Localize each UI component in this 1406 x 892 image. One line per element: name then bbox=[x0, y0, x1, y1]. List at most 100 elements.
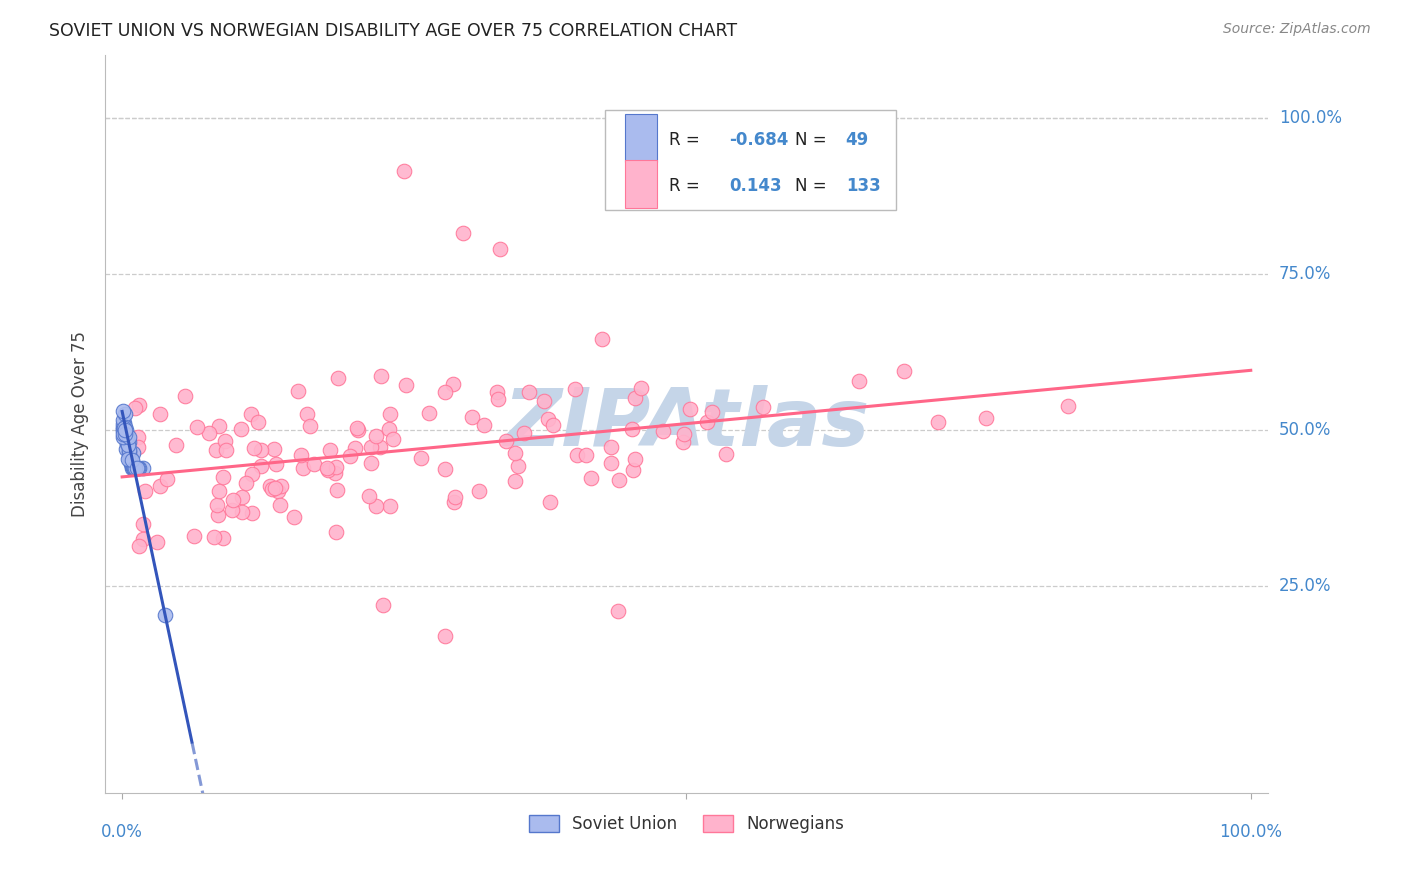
Point bbox=[283, 509, 305, 524]
Point bbox=[488, 242, 510, 256]
Point bbox=[124, 401, 146, 415]
Point bbox=[346, 421, 368, 435]
Point bbox=[378, 422, 401, 436]
Point bbox=[240, 506, 263, 520]
Point bbox=[468, 484, 491, 499]
Point bbox=[630, 381, 652, 395]
Point bbox=[380, 499, 402, 513]
Point bbox=[364, 428, 387, 442]
Point bbox=[394, 163, 416, 178]
Point bbox=[607, 605, 630, 619]
Point bbox=[211, 532, 233, 546]
Point bbox=[124, 460, 146, 475]
Point bbox=[231, 490, 253, 504]
Point bbox=[411, 451, 433, 466]
Point bbox=[264, 457, 287, 471]
Point bbox=[359, 489, 381, 503]
Point bbox=[451, 227, 474, 241]
Point bbox=[122, 460, 145, 475]
Text: N =: N = bbox=[794, 131, 827, 149]
Point bbox=[267, 483, 290, 498]
Point bbox=[208, 484, 231, 499]
Point bbox=[270, 479, 292, 493]
Point bbox=[564, 382, 586, 396]
Point bbox=[441, 377, 464, 392]
Point bbox=[287, 384, 309, 398]
Point bbox=[291, 460, 314, 475]
Text: 100.0%: 100.0% bbox=[1219, 823, 1282, 841]
Point bbox=[117, 435, 139, 450]
Point bbox=[444, 490, 467, 504]
Point bbox=[323, 467, 346, 481]
Point bbox=[114, 407, 136, 421]
Point bbox=[156, 472, 179, 486]
Point bbox=[472, 417, 495, 432]
Point bbox=[134, 484, 156, 499]
Point bbox=[621, 422, 644, 436]
Point bbox=[366, 499, 388, 513]
Legend: Soviet Union, Norwegians: Soviet Union, Norwegians bbox=[523, 808, 851, 839]
Text: 49: 49 bbox=[845, 131, 869, 149]
Point bbox=[316, 463, 339, 477]
Point bbox=[443, 494, 465, 508]
Point bbox=[117, 429, 139, 443]
Point bbox=[316, 461, 339, 475]
Point bbox=[115, 442, 138, 456]
Point bbox=[121, 457, 143, 471]
Point bbox=[121, 458, 143, 472]
FancyBboxPatch shape bbox=[605, 111, 896, 210]
Point bbox=[540, 495, 562, 509]
Point bbox=[121, 453, 143, 467]
Point bbox=[132, 460, 155, 475]
Point bbox=[433, 630, 456, 644]
Point bbox=[290, 448, 312, 462]
Point bbox=[207, 508, 229, 523]
Point bbox=[360, 440, 382, 454]
Point bbox=[575, 448, 598, 462]
Text: -0.684: -0.684 bbox=[730, 131, 789, 149]
Point bbox=[433, 461, 456, 475]
Point bbox=[495, 434, 517, 448]
Point bbox=[752, 400, 775, 414]
Text: 50.0%: 50.0% bbox=[1279, 421, 1331, 439]
Point bbox=[118, 430, 141, 444]
Point bbox=[112, 424, 135, 438]
Point bbox=[672, 434, 695, 449]
Point bbox=[347, 423, 370, 437]
Point bbox=[370, 369, 392, 384]
Point bbox=[517, 385, 540, 400]
Point bbox=[696, 415, 718, 429]
Point bbox=[112, 417, 135, 431]
Point bbox=[263, 442, 285, 456]
Point bbox=[326, 483, 349, 497]
Point bbox=[115, 434, 138, 448]
Point bbox=[114, 428, 136, 442]
Point bbox=[122, 460, 145, 475]
Point bbox=[1057, 399, 1080, 413]
Point bbox=[240, 407, 263, 421]
Point bbox=[128, 539, 150, 553]
Text: Source: ZipAtlas.com: Source: ZipAtlas.com bbox=[1223, 22, 1371, 37]
Y-axis label: Disability Age Over 75: Disability Age Over 75 bbox=[72, 331, 89, 517]
Text: R =: R = bbox=[669, 131, 700, 149]
Point bbox=[118, 452, 141, 467]
Point bbox=[112, 404, 135, 418]
Point bbox=[132, 516, 155, 531]
Point bbox=[243, 441, 266, 455]
Point bbox=[115, 424, 138, 438]
Point bbox=[114, 420, 136, 434]
Point bbox=[214, 434, 236, 448]
Point bbox=[541, 417, 564, 432]
Text: 133: 133 bbox=[845, 178, 880, 195]
Point bbox=[231, 505, 253, 519]
Point bbox=[153, 607, 176, 622]
Point bbox=[132, 532, 155, 546]
Point bbox=[621, 463, 644, 477]
Point bbox=[328, 371, 350, 385]
Point bbox=[302, 458, 325, 472]
Point bbox=[115, 437, 138, 451]
Point bbox=[208, 419, 231, 434]
Point bbox=[295, 407, 318, 421]
Point bbox=[600, 440, 623, 454]
Point bbox=[260, 483, 283, 497]
